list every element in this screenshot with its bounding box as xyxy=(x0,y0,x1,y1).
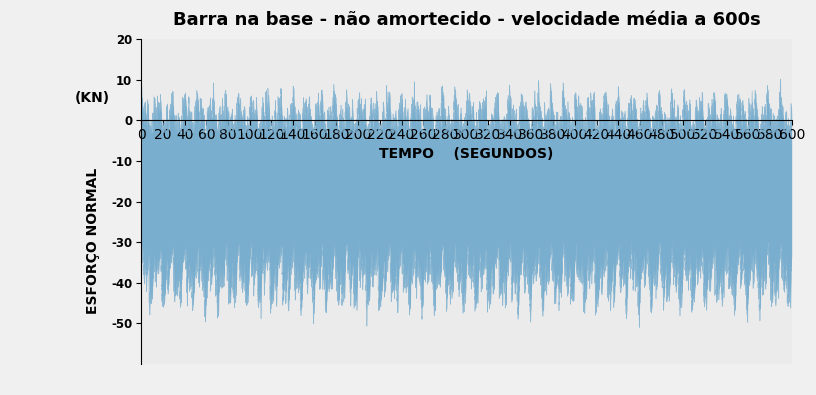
Text: (KN): (KN) xyxy=(75,90,110,105)
Title: Barra na base - não amortecido - velocidade média a 600s: Barra na base - não amortecido - velocid… xyxy=(173,11,761,29)
Text: ESFORÇO NORMAL: ESFORÇO NORMAL xyxy=(86,167,100,314)
X-axis label: TEMPO    (SEGUNDOS): TEMPO (SEGUNDOS) xyxy=(379,147,554,162)
